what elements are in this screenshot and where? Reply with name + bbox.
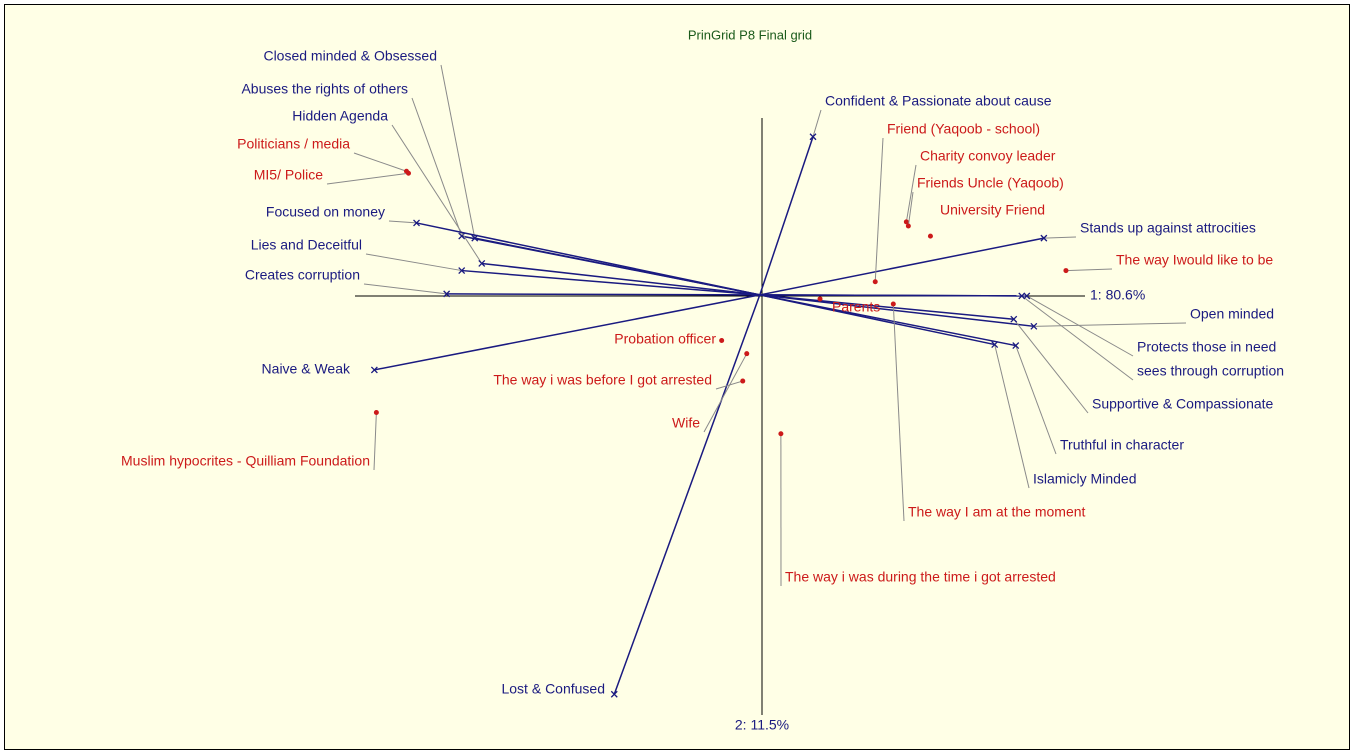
element-label: Politicians / media xyxy=(237,136,350,152)
construct-marker xyxy=(478,260,486,267)
construct-vector xyxy=(613,294,761,695)
leader-line xyxy=(326,172,409,185)
leader-line xyxy=(1021,295,1134,381)
leader-line xyxy=(874,137,884,282)
element-point xyxy=(872,279,878,285)
construct-label: Truthful in character xyxy=(1060,437,1184,453)
element-point xyxy=(778,431,784,437)
construct-marker xyxy=(610,690,618,698)
construct-marker xyxy=(1012,342,1020,350)
construct-label: Stands up against attrocities xyxy=(1080,220,1256,236)
leader-line xyxy=(715,380,743,390)
construct-marker xyxy=(1010,315,1018,323)
element-label: The way I am at the moment xyxy=(908,504,1086,520)
construct-marker xyxy=(458,267,466,275)
element-label: Friend (Yaqoob - school) xyxy=(887,121,1040,137)
construct-marker xyxy=(991,341,999,349)
construct-vector xyxy=(461,269,760,296)
leader-line xyxy=(907,191,914,227)
leader-line xyxy=(373,412,377,471)
construct-label: Lost & Confused xyxy=(501,681,605,697)
construct-marker xyxy=(1040,234,1048,242)
construct-vector xyxy=(759,294,995,346)
element-point xyxy=(817,296,823,302)
construct-marker xyxy=(458,232,466,240)
leader-line xyxy=(1065,268,1113,272)
leader-line xyxy=(363,283,447,295)
construct-label: Lies and Deceitful xyxy=(251,237,362,253)
construct-label: Focused on money xyxy=(266,204,385,220)
leader-line xyxy=(440,64,476,239)
element-label: MI5/ Police xyxy=(254,167,323,183)
element-point xyxy=(903,219,909,225)
leader-line xyxy=(1015,345,1057,455)
leader-line xyxy=(994,344,1030,489)
leader-line xyxy=(905,164,917,222)
leader-line xyxy=(1033,322,1187,327)
leader-line xyxy=(388,220,417,224)
leader-line xyxy=(391,124,483,264)
element-point xyxy=(373,409,379,415)
element-label: Charity convoy leader xyxy=(920,148,1056,164)
chart-title: PrinGrid P8 Final grid xyxy=(688,27,812,42)
construct-vector xyxy=(416,222,760,296)
leader-line xyxy=(1043,236,1077,239)
element-point xyxy=(927,233,933,239)
element-point xyxy=(905,223,911,229)
element-label: Probation officer xyxy=(614,331,716,347)
construct-label: Naive & Weak xyxy=(262,361,351,377)
leader-line xyxy=(411,97,463,237)
leader-line xyxy=(365,253,462,272)
leader-line xyxy=(353,152,407,172)
element-label: University Friend xyxy=(940,202,1045,218)
element-label: The way Iwould like to be xyxy=(1116,252,1273,268)
leader-line xyxy=(892,303,905,522)
construct-vector xyxy=(481,262,760,296)
construct-vector xyxy=(759,294,1022,297)
construct-vector xyxy=(759,294,1034,328)
construct-marker xyxy=(809,133,817,141)
construct-vector xyxy=(759,237,1045,296)
construct-marker xyxy=(1018,292,1026,300)
leader-line xyxy=(1026,295,1134,357)
construct-marker xyxy=(370,366,378,374)
leader-line xyxy=(812,109,822,137)
leader-line xyxy=(703,353,748,433)
plot-frame xyxy=(4,4,1350,750)
element-point xyxy=(1063,268,1069,274)
element-label: Wife xyxy=(672,415,700,431)
construct-label: Protects those in need xyxy=(1137,339,1276,355)
element-label: The way i was before I got arrested xyxy=(493,372,712,388)
element-label: Muslim hypocrites - Quilliam Foundation xyxy=(121,453,370,469)
construct-label: Hidden Agenda xyxy=(292,108,388,124)
construct-vector xyxy=(759,294,1014,320)
construct-label: Creates corruption xyxy=(245,267,360,283)
element-point xyxy=(890,301,896,307)
construct-label: Islamicly Minded xyxy=(1033,471,1136,487)
construct-marker xyxy=(413,219,420,227)
element-point xyxy=(719,338,725,344)
axis-1-label: 1: 80.6% xyxy=(1090,287,1145,303)
construct-label: Confident & Passionate about cause xyxy=(825,93,1052,109)
construct-vector xyxy=(446,293,760,296)
construct-marker xyxy=(1030,322,1038,330)
element-label: The way i was during the time i got arre… xyxy=(785,569,1056,585)
leader-line xyxy=(1013,318,1089,414)
construct-label: Open minded xyxy=(1190,306,1274,322)
construct-label: Abuses the rights of others xyxy=(241,81,408,97)
construct-marker xyxy=(443,290,451,298)
element-point xyxy=(406,170,411,176)
element-label: Parents xyxy=(832,299,880,315)
element-label: Friends Uncle (Yaqoob) xyxy=(917,175,1064,191)
construct-label: sees through corruption xyxy=(1137,363,1284,379)
element-point xyxy=(740,378,746,384)
construct-vector xyxy=(374,294,760,371)
construct-label: Supportive & Compassionate xyxy=(1092,396,1274,412)
axis-2-label: 2: 11.5% xyxy=(735,717,789,733)
construct-label: Closed minded & Obsessed xyxy=(263,48,437,64)
construct-vector xyxy=(759,136,814,296)
element-point xyxy=(744,351,750,357)
